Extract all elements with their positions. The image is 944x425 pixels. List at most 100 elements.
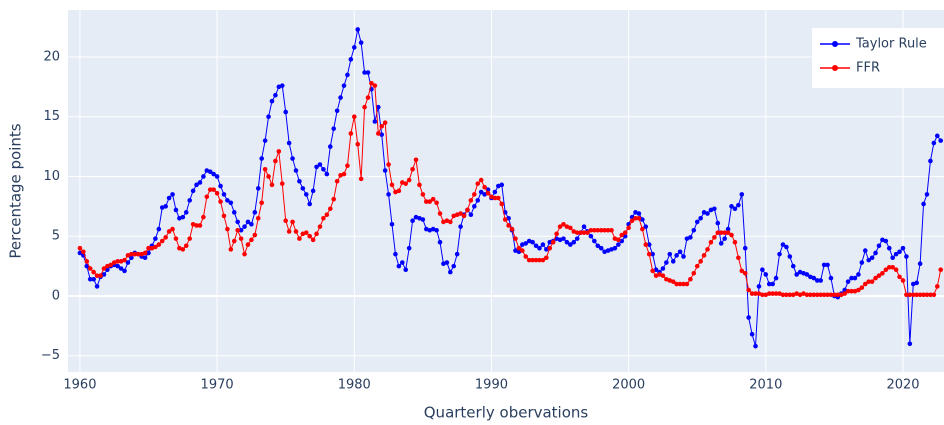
data-point [633,216,638,221]
data-point [715,230,721,235]
data-point [506,223,511,228]
data-point [351,45,357,50]
data-point [279,181,285,186]
data-point [568,242,573,247]
data-point [760,267,765,272]
data-point [917,261,923,267]
y-tick-label: 10 [43,169,60,184]
data-point [814,292,820,298]
data-point [742,270,748,276]
data-point [691,270,697,276]
data-point [310,188,316,194]
data-point [821,292,827,298]
data-point [321,167,326,172]
data-point [670,259,676,264]
data-point [746,315,751,320]
data-point [787,254,793,259]
data-point [101,266,107,271]
data-point [808,292,813,298]
data-point [821,262,827,268]
data-point [406,245,412,251]
data-point [225,226,230,232]
data-point [218,199,223,204]
data-point [701,253,707,258]
data-point [790,263,796,269]
data-point [458,211,463,216]
data-point [862,281,868,287]
data-point [681,254,686,259]
data-point [616,242,621,247]
data-point [293,168,299,173]
data-point [290,156,295,161]
data-point [636,211,642,216]
data-point [530,257,535,263]
x-tick-label: 1970 [201,378,234,393]
data-point [938,267,944,272]
data-point [681,281,686,287]
data-point [664,260,669,265]
data-point [190,188,196,194]
data-point [201,174,206,179]
data-point [238,227,244,233]
data-point [886,265,892,270]
data-point [375,104,381,110]
data-point [595,227,601,233]
data-point [303,192,309,197]
data-point [705,211,710,216]
data-point [125,260,131,265]
data-point [242,224,247,229]
data-point [715,220,721,226]
data-point [554,231,559,237]
data-point [938,138,944,143]
data-point [173,236,179,241]
data-point [825,292,830,298]
data-point [890,255,895,261]
data-point [259,200,264,206]
data-point [760,292,765,298]
data-point [327,144,333,149]
data-point [866,257,871,263]
data-point [358,40,364,45]
data-point [231,210,237,215]
data-point [502,217,508,222]
data-point [581,224,587,229]
data-point [324,171,330,177]
data-point [622,230,628,235]
data-point [886,245,892,251]
data-point [365,70,371,75]
data-point [478,177,484,183]
data-point [674,281,679,287]
data-point [348,57,354,62]
data-point [159,238,165,244]
data-point [98,273,103,278]
data-point [688,235,693,240]
data-point [660,273,666,278]
data-point [221,192,227,197]
data-point [749,331,755,337]
legend-marker [832,41,838,47]
data-point [454,251,460,257]
data-point [533,243,539,249]
data-point [166,195,172,201]
data-point [204,194,210,200]
data-point [461,213,467,219]
data-point [722,236,727,241]
data-point [122,268,127,274]
x-tick-label: 2010 [749,378,782,393]
data-point [770,291,775,296]
x-tick-label: 1980 [338,378,371,393]
data-point [187,236,192,241]
data-point [300,186,306,191]
data-point [698,216,703,221]
data-point [468,212,474,218]
data-point [646,251,652,257]
data-point [917,292,923,298]
data-point [749,291,755,296]
data-point [921,201,926,207]
data-point [225,198,230,203]
data-point [269,98,275,104]
data-point [540,242,546,247]
data-point [317,162,323,167]
data-point [650,251,655,257]
data-point [382,168,388,173]
